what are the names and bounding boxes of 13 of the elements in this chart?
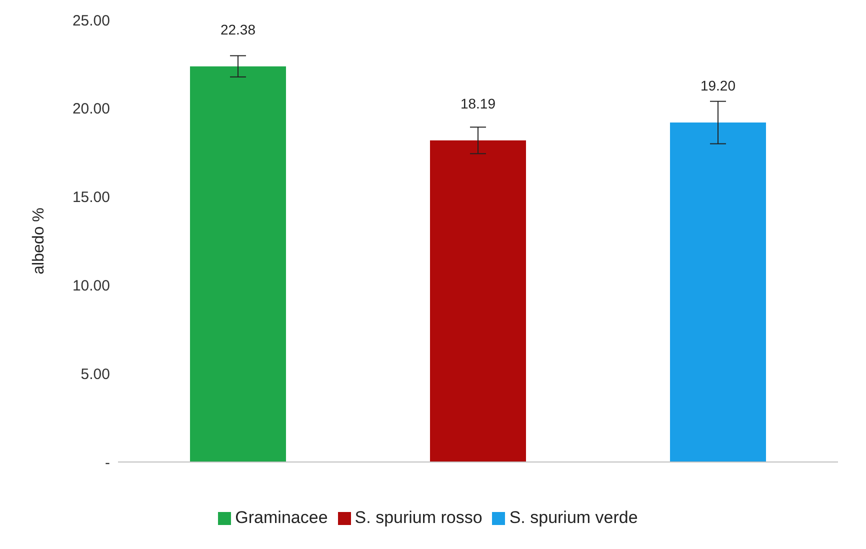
data-label: 22.38 — [220, 21, 256, 38]
y-tick-label: 25.00 — [72, 12, 110, 30]
legend-label: S. spurium rosso — [354, 508, 482, 527]
y-tick-label: - — [105, 454, 110, 472]
data-label: 19.20 — [700, 78, 736, 94]
y-tick-label: 5.00 — [80, 366, 110, 383]
legend-label: Graminacee — [235, 508, 328, 527]
legend-label: S. spurium verde — [509, 508, 638, 527]
y-axis-title: albedo % — [30, 208, 48, 274]
y-tick-label: 10.00 — [72, 278, 110, 295]
data-label: 18.19 — [460, 95, 496, 112]
y-tick-label: 15.00 — [72, 189, 110, 206]
y-tick-label: 20.00 — [72, 100, 110, 118]
